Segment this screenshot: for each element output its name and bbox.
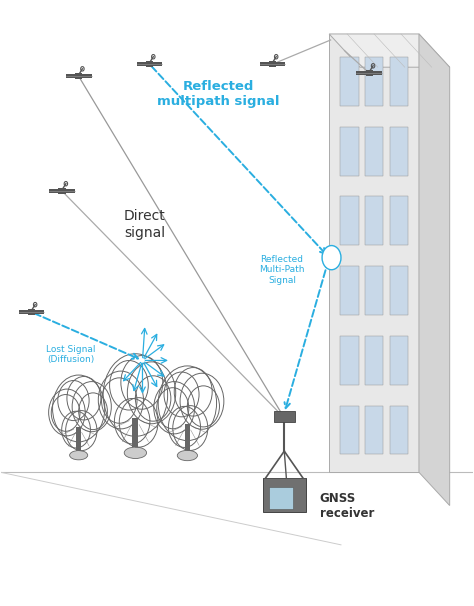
Text: Reflected
Multi-Path
Signal: Reflected Multi-Path Signal (259, 255, 305, 285)
Bar (340, 336, 359, 385)
Bar (340, 196, 359, 245)
Bar (390, 405, 408, 454)
Bar (137, 62, 146, 66)
Bar (132, 418, 138, 453)
Bar (18, 310, 28, 314)
Text: Direct
signal: Direct signal (124, 209, 166, 239)
Bar (146, 61, 153, 67)
Bar (366, 70, 373, 76)
Text: Reflected
multipath signal: Reflected multipath signal (157, 81, 279, 108)
Bar (185, 424, 190, 456)
Text: Lost Signal
(Diffusion): Lost Signal (Diffusion) (46, 345, 95, 364)
Bar (340, 266, 359, 315)
Polygon shape (329, 34, 419, 472)
Polygon shape (329, 34, 450, 67)
Bar (75, 73, 82, 79)
Bar (269, 487, 293, 508)
Bar (269, 61, 276, 67)
Bar (340, 127, 359, 176)
Bar (82, 75, 91, 78)
Bar (263, 478, 306, 511)
Bar (340, 57, 359, 106)
Bar (390, 57, 408, 106)
Bar (356, 72, 366, 75)
Ellipse shape (177, 450, 198, 461)
Bar (153, 62, 163, 66)
Bar (49, 189, 58, 193)
Ellipse shape (124, 447, 146, 459)
Bar (274, 411, 295, 422)
Circle shape (322, 245, 341, 270)
Bar (28, 309, 35, 315)
Text: GNSS
receiver: GNSS receiver (319, 491, 374, 519)
Bar (365, 336, 383, 385)
Bar (390, 336, 408, 385)
Bar (365, 196, 383, 245)
Bar (66, 75, 75, 78)
Bar (365, 405, 383, 454)
Bar (365, 127, 383, 176)
Bar (260, 62, 269, 66)
Bar (76, 427, 81, 455)
Bar (390, 127, 408, 176)
Bar (365, 266, 383, 315)
Bar (35, 310, 44, 314)
Polygon shape (419, 34, 450, 505)
Ellipse shape (70, 451, 88, 460)
Bar (365, 57, 383, 106)
Bar (373, 72, 382, 75)
Bar (58, 188, 66, 195)
Bar (276, 62, 285, 66)
Bar (390, 196, 408, 245)
Bar (390, 266, 408, 315)
Bar (340, 405, 359, 454)
Bar (66, 189, 75, 193)
